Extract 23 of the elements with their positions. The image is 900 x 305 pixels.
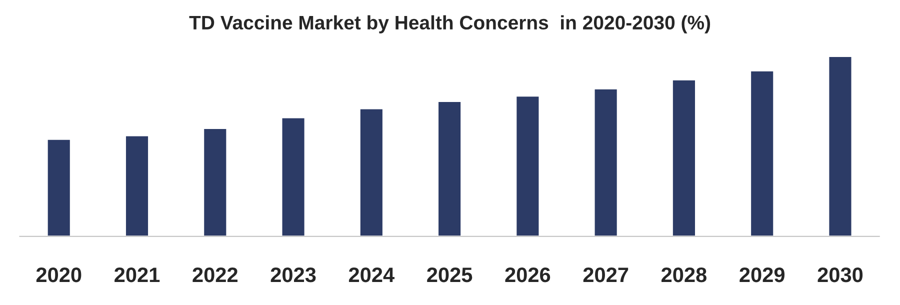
x-tick-label: 2030	[818, 267, 863, 282]
x-tick-label: 2024	[348, 267, 394, 282]
x-tick-label: 2027	[583, 267, 628, 282]
x-tick-label: 2028	[662, 267, 706, 282]
x-tick-label: 2020	[36, 267, 82, 282]
bar	[828, 56, 853, 236]
bar	[46, 138, 72, 236]
bar	[515, 95, 540, 236]
bar	[124, 134, 150, 236]
x-tick-label: 2023	[270, 267, 316, 282]
bar	[202, 128, 228, 236]
bar	[672, 78, 696, 236]
x-tick-label: 2026	[505, 267, 550, 282]
bar	[437, 100, 462, 236]
chart-title: TD Vaccine Market by Health Concerns in 2020-2030 (%)	[189, 15, 710, 34]
x-tick-label: 2025	[427, 267, 472, 282]
bar	[593, 88, 618, 236]
bar	[359, 108, 384, 236]
x-tick-label: 2022	[192, 267, 238, 282]
bar	[750, 70, 775, 236]
x-tick-label: 2029	[740, 267, 784, 282]
bar	[280, 116, 306, 236]
x-tick-label: 2021	[114, 267, 160, 282]
